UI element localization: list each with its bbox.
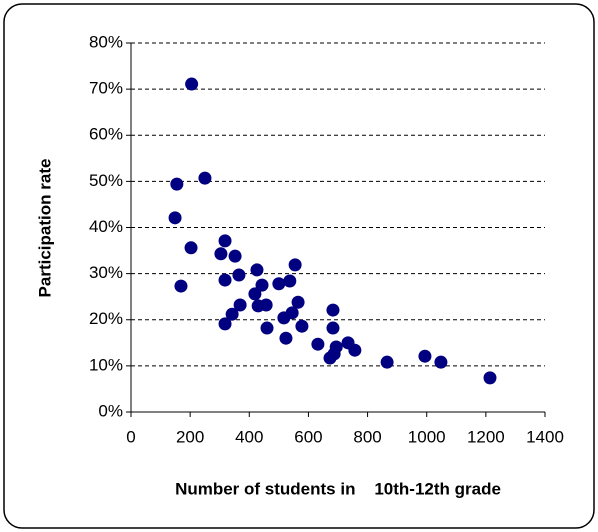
- point: [326, 321, 340, 335]
- y-axis-title: Participation rate: [35, 159, 54, 298]
- point: [184, 241, 198, 255]
- point: [291, 295, 305, 309]
- point: [326, 303, 340, 317]
- point: [283, 274, 297, 288]
- point: [251, 299, 265, 313]
- point: [218, 234, 232, 248]
- y-tick-label: 30%: [89, 263, 123, 282]
- x-tick-label: 800: [353, 427, 381, 446]
- point: [434, 355, 448, 369]
- x-tick-label: 1000: [408, 427, 446, 446]
- point: [279, 331, 293, 345]
- point: [348, 343, 362, 357]
- point: [288, 258, 302, 272]
- y-tick-label: 80%: [89, 32, 123, 51]
- point: [198, 171, 212, 185]
- point: [285, 306, 299, 320]
- x-tick-label: 1400: [526, 427, 564, 446]
- y-tick-label: 10%: [89, 355, 123, 374]
- point: [250, 263, 264, 277]
- point: [170, 177, 184, 191]
- point: [228, 249, 242, 263]
- point: [260, 321, 274, 335]
- point: [168, 211, 182, 225]
- point: [380, 355, 394, 369]
- point: [214, 247, 228, 261]
- x-tick-label: 400: [235, 427, 263, 446]
- y-tick-label: 70%: [89, 79, 123, 98]
- x-tick-label: 0: [126, 427, 135, 446]
- y-tick-label: 0%: [98, 401, 123, 420]
- x-tick-label: 600: [294, 427, 322, 446]
- point: [295, 319, 309, 333]
- point: [483, 371, 497, 385]
- point: [329, 340, 343, 354]
- x-tick-label: 1200: [467, 427, 505, 446]
- point: [225, 307, 239, 321]
- point: [174, 279, 188, 293]
- point: [232, 268, 246, 282]
- y-tick-label: 60%: [89, 125, 123, 144]
- point: [218, 273, 232, 287]
- y-tick-label: 40%: [89, 217, 123, 236]
- point: [272, 277, 286, 291]
- x-axis-title: Number of students in 10th-12th grade: [175, 479, 501, 498]
- point: [255, 278, 269, 292]
- point: [248, 287, 262, 301]
- point: [218, 317, 232, 331]
- point: [418, 349, 432, 363]
- point: [311, 337, 325, 351]
- x-tick-label: 200: [176, 427, 204, 446]
- point: [233, 298, 247, 312]
- y-tick-label: 20%: [89, 309, 123, 328]
- point: [185, 77, 199, 91]
- y-tick-label: 50%: [89, 171, 123, 190]
